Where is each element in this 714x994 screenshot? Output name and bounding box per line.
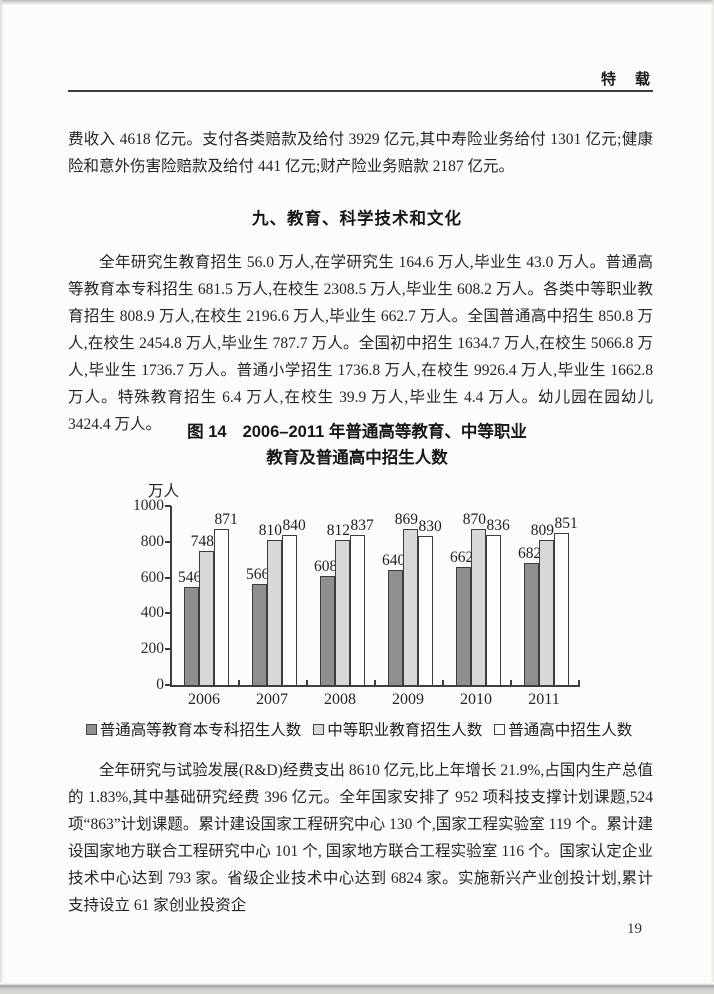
bar-value-label: 566	[246, 565, 270, 583]
bar-2007-series3: 840	[282, 517, 306, 685]
y-axis-tick	[165, 576, 171, 579]
legend-label: 普通高中招生人数	[508, 722, 633, 739]
y-axis-tick	[165, 505, 171, 507]
chart-groups: 546 748 871 566 810 840 608 812 837 640 869 830 662 8…	[172, 506, 580, 685]
header-rule	[68, 90, 653, 92]
paragraph-insurance: 费收入 4618 亿元。支付各类赔款及给付 3929 亿元,其中寿险业务给付 1…	[68, 131, 653, 175]
legend-marker-icon	[313, 723, 325, 735]
figure-title-text: 2006–2011 年普通高等教育、中等职业	[242, 423, 527, 441]
bar-2011-series2: 809	[531, 522, 554, 685]
bar-value-label: 809	[530, 522, 554, 540]
bar-value-label: 812	[326, 521, 350, 539]
bar-2008-series3: 837	[350, 517, 374, 685]
y-axis-tick	[165, 648, 171, 651]
bar-value-label: 869	[394, 511, 418, 529]
bar-2009-series3: 830	[418, 518, 442, 685]
bar-value-label: 546	[178, 569, 202, 587]
figure-title-line1: 图 14 2006–2011 年普通高等教育、中等职业	[0, 419, 714, 445]
chart-plot: 546 748 871 566 810 840 608 812 837 640 869 830 662 8…	[133, 497, 580, 693]
x-axis-tick	[510, 680, 512, 685]
legend-label: 普通高等教育本专科招生人数	[99, 722, 302, 739]
y-axis-tick-label: 400	[140, 604, 164, 622]
bar-2007-series1: 566	[246, 566, 269, 685]
figure-title-line2: 教育及普通高中招生人数	[266, 449, 448, 467]
bar-value-label: 682	[518, 544, 542, 562]
bar-value-label: 837	[350, 517, 374, 535]
bar-group-2009: 640 869 830	[376, 511, 444, 685]
x-axis-tick	[238, 680, 240, 685]
x-axis-label-2007: 2007	[256, 691, 288, 708]
legend-label: 中等职业教育招生人数	[327, 722, 483, 739]
bar-group-2008: 608 812 837	[308, 517, 376, 685]
bar-group-2006: 546 748 871	[172, 511, 240, 685]
x-axis-label-2011: 2011	[528, 691, 560, 708]
bar-2006-series2: 748	[191, 533, 214, 685]
bar-2006-series3: 871	[214, 511, 238, 685]
bar-chart: 万人 546 748 871 566 810 840 608 812 837 640 869 830 6…	[85, 479, 632, 740]
bar-value-label: 840	[282, 516, 306, 534]
scan-edge-left	[0, 0, 4, 994]
x-axis-labels: 2006 2007 2008 2009 2010 2011	[170, 687, 578, 709]
x-axis-tick	[374, 680, 376, 685]
y-axis-tick	[165, 540, 171, 543]
legend-marker-icon	[494, 723, 506, 735]
x-axis-label-2010: 2010	[460, 691, 492, 708]
bar-2009-series1: 640	[382, 552, 405, 685]
bar-value-label: 662	[450, 548, 474, 566]
x-axis-tick	[578, 680, 580, 685]
bar-group-2011: 682 809 851	[512, 515, 580, 685]
bar-value-label: 748	[190, 533, 214, 551]
paragraph-rnd: 全年研究与试验发展(R&D)经费支出 8610 亿元,比上年增长 21.9%,占…	[68, 762, 653, 914]
bar-value-label: 640	[382, 552, 406, 570]
y-axis-tick-label: 800	[140, 532, 164, 550]
bar-2008-series1: 608	[314, 558, 337, 685]
section-heading: 九、教育、科学技术和文化	[252, 210, 462, 228]
page-number: 19	[627, 921, 642, 937]
bar-2011-series1: 682	[518, 545, 541, 685]
bar-value-label: 870	[462, 511, 486, 529]
running-header: 特 载	[600, 71, 652, 88]
bar-2010-series3: 836	[486, 517, 510, 685]
x-axis-tick	[306, 680, 308, 685]
bar-value-label: 851	[554, 514, 578, 532]
y-axis-tick	[165, 612, 171, 615]
bar-2010-series2: 870	[463, 511, 486, 685]
bar-group-2007: 566 810 840	[240, 517, 308, 685]
bar-value-label: 810	[258, 522, 282, 539]
bar-value-label: 871	[214, 511, 238, 529]
y-axis-unit-label: 万人	[148, 483, 180, 500]
bar-2007-series2: 810	[259, 522, 282, 685]
bar-2009-series2: 869	[395, 511, 418, 685]
paragraph-education: 全年研究生教育招生 56.0 万人,在学研究生 164.6 万人,毕业生 43.…	[68, 254, 653, 433]
bar-value-label: 830	[418, 518, 442, 536]
scan-edge-right	[711, 0, 714, 994]
bar-2006-series1: 546	[178, 569, 201, 685]
legend-item-3: 普通高中招生人数	[494, 718, 632, 740]
bar-2010-series1: 662	[450, 549, 473, 685]
scan-edge-bottom	[0, 982, 714, 994]
x-axis-label-2009: 2009	[392, 691, 424, 708]
bar-value-label: 608	[314, 558, 338, 576]
legend-item-1: 普通高等教育本专科招生人数	[85, 718, 302, 740]
y-axis-tick	[165, 684, 171, 686]
bar-2011-series3: 851	[554, 515, 578, 685]
legend-item-2: 中等职业教育招生人数	[313, 718, 482, 740]
bar-value-label: 836	[486, 517, 510, 535]
y-axis-tick-label: 1000	[133, 497, 164, 514]
legend-marker-icon	[85, 723, 97, 735]
bar-group-2010: 662 870 836	[444, 511, 512, 685]
figure-label: 图 14	[187, 423, 227, 441]
y-axis-tick-label: 200	[140, 640, 164, 658]
x-axis-tick	[442, 680, 444, 685]
y-axis-tick-label: 600	[140, 568, 164, 586]
figure-14: 图 14 2006–2011 年普通高等教育、中等职业 教育及普通高中招生人数 …	[0, 419, 714, 740]
y-axis-tick-label: 0	[156, 676, 164, 693]
x-axis-label-2008: 2008	[324, 691, 356, 708]
scan-edge-top	[0, 0, 714, 5]
chart-legend: 普通高等教育本专科招生人数 中等职业教育招生人数 普通高中招生人数	[85, 718, 632, 740]
x-axis-label-2006: 2006	[188, 691, 220, 708]
bar-2008-series2: 812	[327, 522, 350, 685]
